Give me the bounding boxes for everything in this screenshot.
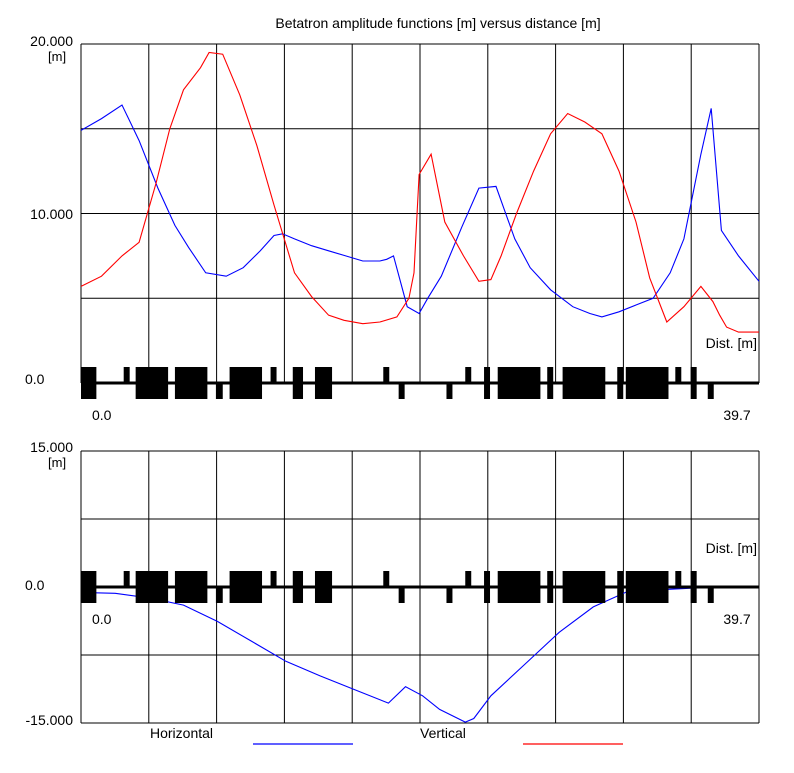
lattice-element (562, 571, 606, 603)
lattice-element (465, 571, 472, 587)
lattice-element (383, 571, 390, 587)
lattice-element (707, 587, 714, 603)
top-y-mid-label: 10.000 (30, 206, 73, 222)
lattice-element (123, 571, 130, 587)
lattice-element (292, 571, 304, 603)
top-grid (80, 43, 760, 384)
lattice-element (215, 383, 223, 399)
bottom-panel: 15.000 [m] 0.0 -15.000 0.0 39.7 Dist. [m… (25, 439, 760, 728)
top-y-min-label: 0.0 (25, 371, 45, 387)
legend: Horizontal Vertical (150, 725, 623, 745)
bottom-y-min-label: -15.000 (26, 712, 74, 728)
lattice-element (229, 571, 263, 603)
bottom-x-axis-label: Dist. [m] (706, 540, 757, 556)
lattice-element (215, 587, 223, 603)
lattice-element (497, 571, 541, 603)
lattice-element (446, 383, 453, 399)
lattice-element (270, 571, 277, 587)
lattice-element (465, 367, 472, 383)
lattice-element (617, 571, 624, 603)
lattice-element (562, 367, 606, 399)
lattice-element (81, 367, 97, 399)
top-series (80, 51, 760, 333)
lattice-element (174, 367, 208, 399)
lattice-element (484, 571, 491, 603)
bottom-lattice (81, 571, 759, 603)
top-x-end-label: 39.7 (723, 407, 750, 423)
lattice-element (484, 367, 491, 399)
lattice-element (547, 367, 554, 399)
lattice-element (690, 367, 697, 399)
lattice-element (497, 367, 541, 399)
series-line-horizontal (80, 104, 760, 318)
lattice-element (314, 571, 333, 603)
top-x-axis-label: Dist. [m] (706, 335, 757, 351)
series-line-vertical (80, 51, 759, 333)
bottom-y-max-label: 15.000 (30, 439, 73, 455)
lattice-element (625, 367, 669, 399)
lattice-element (229, 367, 263, 399)
bottom-y-unit-label: [m] (48, 455, 66, 470)
bottom-x-end-label: 39.7 (723, 611, 750, 627)
top-lattice (81, 367, 759, 399)
top-panel: 20.000 [m] 10.000 0.0 0.0 39.7 Dist. [m] (25, 33, 760, 423)
lattice-element (123, 367, 130, 383)
top-y-max-label: 20.000 (30, 33, 73, 49)
legend-horizontal-label: Horizontal (150, 725, 213, 741)
lattice-element (174, 571, 208, 603)
lattice-element (707, 383, 714, 399)
lattice-element (547, 571, 554, 603)
lattice-element (625, 571, 669, 603)
lattice-element (675, 571, 682, 587)
lattice-element (270, 367, 277, 383)
lattice-element (135, 367, 169, 399)
lattice-element (446, 587, 453, 603)
lattice-element (617, 367, 624, 399)
chart-title: Betatron amplitude functions [m] versus … (275, 15, 600, 31)
lattice-element (398, 383, 405, 399)
legend-vertical-label: Vertical (420, 725, 466, 741)
lattice-element (398, 587, 405, 603)
lattice-element (314, 367, 333, 399)
lattice-element (675, 367, 682, 383)
top-y-unit-label: [m] (48, 49, 66, 64)
bottom-y-zero-label: 0.0 (25, 577, 45, 593)
top-x-start-label: 0.0 (92, 407, 112, 423)
lattice-element (383, 367, 390, 383)
lattice-element (690, 571, 697, 603)
bottom-x-start-label: 0.0 (92, 611, 112, 627)
lattice-element (135, 571, 169, 603)
lattice-element (292, 367, 304, 399)
lattice-element (81, 571, 97, 603)
